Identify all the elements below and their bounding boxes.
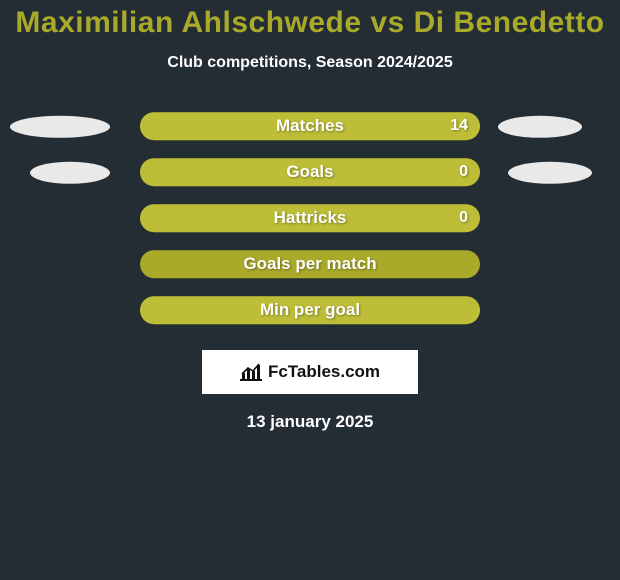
stat-bar: Min per goal [140,296,480,324]
snapshot-date: 13 january 2025 [0,412,620,432]
stat-bar: Hattricks0 [140,204,480,232]
stat-row: Matches14 [0,106,620,152]
comparison-infographic: Maximilian Ahlschwede vs Di Benedetto Cl… [0,0,620,580]
right-ellipse [498,116,582,138]
stat-rows: Matches14Goals0Hattricks0Goals per match… [0,106,620,336]
stat-label: Goals per match [140,250,480,278]
stat-bar: Goals0 [140,158,480,186]
bar-chart-icon [240,363,262,381]
stat-row: Goals0 [0,152,620,198]
stat-bar: Matches14 [140,112,480,140]
stat-value: 0 [459,204,468,232]
stat-value: 0 [459,158,468,186]
left-ellipse [10,116,110,138]
stat-bar: Goals per match [140,250,480,278]
stat-label: Hattricks [140,204,480,232]
stat-row: Goals per match [0,244,620,290]
season-subtitle: Club competitions, Season 2024/2025 [0,54,620,72]
stat-value: 14 [450,112,468,140]
stat-label: Min per goal [140,296,480,324]
branding-badge: FcTables.com [202,350,418,394]
stat-label: Goals [140,158,480,186]
branding-text: FcTables.com [268,362,380,382]
left-ellipse [30,162,110,184]
stat-row: Hattricks0 [0,198,620,244]
stat-row: Min per goal [0,290,620,336]
right-ellipse [508,162,592,184]
stat-label: Matches [140,112,480,140]
page-title: Maximilian Ahlschwede vs Di Benedetto [0,0,620,40]
